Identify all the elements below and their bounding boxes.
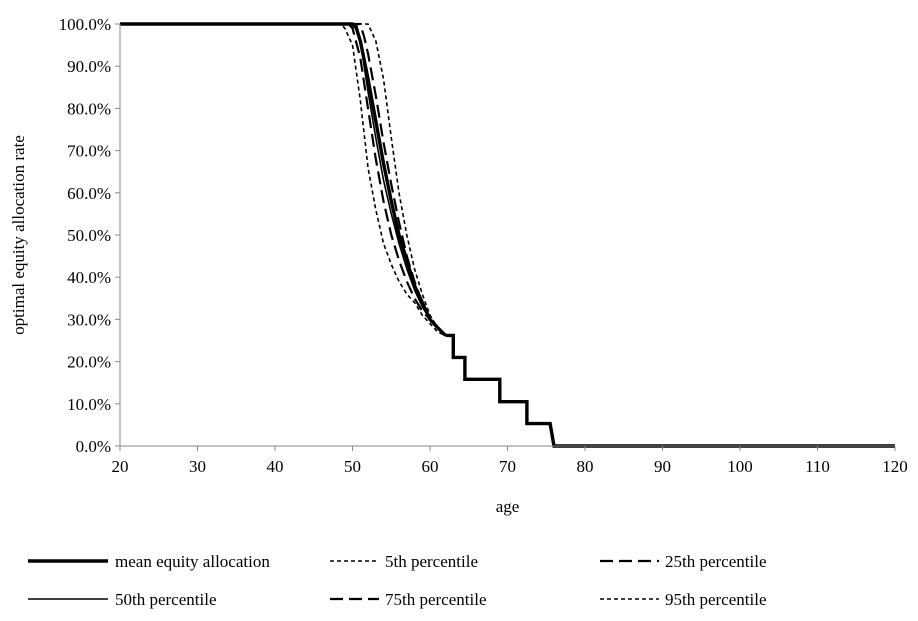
y-tick-label: 10.0% [67, 395, 111, 414]
axes [119, 24, 895, 447]
x-tick-label: 90 [654, 457, 671, 476]
y-tick-label: 60.0% [67, 184, 111, 203]
x-tick-label: 100 [727, 457, 753, 476]
x-tick-label: 40 [267, 457, 284, 476]
legend: mean equity allocation 5th percentile 25th… [28, 552, 767, 609]
x-tick-label: 50 [344, 457, 361, 476]
x-tick-label: 70 [499, 457, 516, 476]
legend-label-1: mean equity allocation [115, 552, 270, 571]
y-tick-label: 0.0% [76, 437, 111, 456]
x-axis-title: age [496, 497, 520, 516]
series-line-6 [120, 23, 447, 336]
y-axis-title: optimal equity allocation rate [9, 135, 28, 335]
legend-label-6: 95th percentile [665, 590, 767, 609]
y-tick-label: 40.0% [67, 268, 111, 287]
y-tick-label: 90.0% [67, 57, 111, 76]
y-tick-label: 50.0% [67, 226, 111, 245]
y-tick-label: 100.0% [59, 15, 111, 34]
series-line-2 [120, 23, 446, 337]
series-line-5 [120, 22, 447, 337]
y-tick-label: 80.0% [67, 99, 111, 118]
legend-label-5: 75th percentile [385, 590, 487, 609]
x-tick-label: 120 [882, 457, 908, 476]
legend-label-2: 5th percentile [385, 552, 478, 571]
series-shared-tail [445, 333, 895, 448]
legend-label-4: 50th percentile [115, 590, 217, 609]
y-tick-label: 70.0% [67, 142, 111, 161]
x-tick-label: 20 [112, 457, 129, 476]
x-tick-labels: 20 30 40 50 60 70 80 90 100 110 120 [112, 446, 908, 476]
x-tick-label: 80 [577, 457, 594, 476]
y-tick-label: 20.0% [67, 353, 111, 372]
legend-label-3: 25th percentile [665, 552, 767, 571]
x-tick-label: 110 [805, 457, 830, 476]
plot-lines [120, 22, 895, 448]
x-tick-label: 60 [422, 457, 439, 476]
x-tick-label: 30 [189, 457, 206, 476]
y-tick-labels: 0.0% 10.0% 20.0% 30.0% 40.0% 50.0% 60.0% 70.0% 8… [59, 15, 120, 456]
y-tick-label: 30.0% [67, 310, 111, 329]
